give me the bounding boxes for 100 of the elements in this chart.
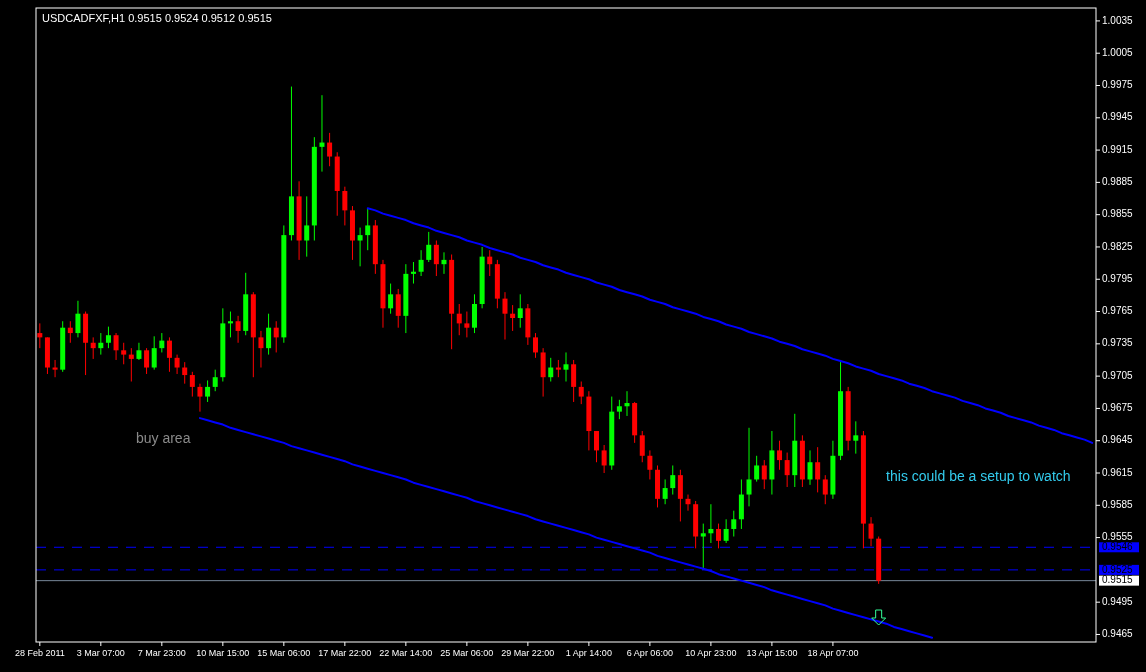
- x-tick-label: 22 Mar 14:00: [379, 648, 433, 658]
- x-tick-label: 28 Feb 2011: [14, 648, 65, 658]
- candlestick: [75, 300, 81, 338]
- candlestick: [189, 371, 195, 398]
- x-tick-label: 15 Mar 06:00: [257, 648, 311, 658]
- candlestick: [258, 330, 264, 369]
- candlestick: [273, 320, 279, 353]
- candlestick: [815, 446, 821, 493]
- candlestick: [235, 315, 241, 344]
- x-tick-label: 7 Mar 23:00: [137, 648, 186, 658]
- candlestick: [327, 132, 333, 167]
- candlestick: [410, 261, 416, 285]
- candlestick: [647, 449, 653, 480]
- candlestick: [822, 474, 828, 505]
- candlestick: [67, 320, 73, 344]
- candlestick: [700, 523, 706, 571]
- candlestick: [716, 523, 722, 549]
- candlestick: [105, 326, 111, 349]
- candlestick: [433, 240, 439, 277]
- candlestick: [98, 332, 104, 356]
- y-tick-label: 0.9945: [1102, 111, 1134, 123]
- candlestick: [784, 452, 790, 488]
- x-tick-label: 18 Apr 07:00: [807, 648, 859, 658]
- candlestick: [227, 311, 233, 338]
- x-tick-label: 3 Mar 07:00: [76, 648, 125, 658]
- candlestick: [517, 293, 523, 329]
- y-tick-label: 0.9675: [1102, 402, 1134, 414]
- candlestick: [502, 291, 508, 341]
- candlestick: [456, 303, 462, 336]
- line-series: [366, 207, 1094, 444]
- candlestick: [151, 335, 157, 371]
- x-tick-label: 1 Apr 14:00: [565, 648, 612, 658]
- candlestick: [304, 195, 310, 258]
- y-tick-label: 0.9975: [1102, 79, 1134, 91]
- candlestick: [868, 516, 874, 547]
- x-tick-label: 25 Mar 06:00: [440, 648, 494, 658]
- candlestick: [174, 354, 180, 375]
- candlestick: [418, 249, 424, 277]
- candlestick: [677, 469, 683, 522]
- y-tick-label: 0.9495: [1102, 595, 1134, 607]
- candlestick: [471, 293, 477, 334]
- candlestick: [807, 449, 813, 486]
- y-tick-label: 0.9825: [1102, 240, 1134, 252]
- candlestick: [746, 427, 752, 507]
- candlestick: [563, 351, 569, 383]
- candlestick: [731, 510, 737, 538]
- candlestick: [533, 332, 538, 359]
- candlestick: [144, 347, 150, 375]
- candlestick: [853, 420, 859, 455]
- annotation: buy area: [135, 429, 191, 446]
- candlestick: [388, 283, 394, 315]
- y-tick-label: 0.9585: [1102, 498, 1134, 510]
- candlestick: [723, 518, 729, 544]
- x-tick-label: 29 Mar 22:00: [501, 648, 555, 658]
- candlestick: [594, 430, 599, 463]
- candlestick: [37, 322, 43, 349]
- y-tick-label: 0.9885: [1102, 176, 1134, 188]
- x-tick-label: 6 Apr 06:00: [626, 648, 673, 658]
- y-tick-label: 0.9615: [1102, 466, 1134, 478]
- candlestick: [426, 231, 432, 263]
- candlestick: [342, 186, 348, 226]
- candlestick: [197, 383, 203, 413]
- y-tick-label: 1.0005: [1102, 46, 1134, 58]
- x-tick-label: 10 Mar 15:00: [196, 648, 250, 658]
- y-tick-label: 0.9645: [1102, 434, 1134, 446]
- candlestick: [548, 357, 554, 383]
- y-tick-label: 0.9795: [1102, 272, 1134, 284]
- candlestick: [182, 361, 188, 385]
- candlestick: [128, 347, 134, 383]
- candlestick: [205, 379, 211, 403]
- y-tick-label: 0.9735: [1102, 337, 1134, 349]
- candlestick: [319, 94, 325, 173]
- x-tick-label: 17 Mar 22:00: [318, 648, 372, 658]
- candlestick: [510, 304, 516, 332]
- candlestick: [708, 503, 714, 544]
- candlestick: [571, 359, 577, 403]
- candlestick: [52, 359, 58, 378]
- candlestick: [754, 455, 760, 483]
- candlestick: [777, 440, 783, 471]
- candlestick: [670, 464, 676, 496]
- y-tick-label: 0.9915: [1102, 143, 1134, 155]
- candlestick: [624, 390, 630, 417]
- y-tick-label: 0.9705: [1102, 369, 1134, 381]
- candlestick: [136, 342, 142, 361]
- candlestick: [121, 342, 127, 365]
- candlestick: [365, 207, 371, 251]
- y-tick-label: 0.9855: [1102, 208, 1134, 220]
- y-tick-label: 1.0035: [1102, 14, 1134, 26]
- candlestick: [166, 336, 172, 373]
- y-tick-label: 0.9765: [1102, 305, 1134, 317]
- ref-line-label: 0.9525: [1102, 563, 1134, 575]
- candlestick: [357, 227, 363, 267]
- ref-line-label: 0.9515: [1102, 574, 1134, 586]
- candlestick: [113, 332, 119, 361]
- candlestick: [601, 444, 607, 474]
- y-tick-label: 0.9555: [1102, 531, 1134, 543]
- candlestick: [761, 459, 767, 490]
- candlestick: [685, 494, 691, 512]
- candlestick: [90, 336, 96, 360]
- candlestick: [395, 288, 401, 329]
